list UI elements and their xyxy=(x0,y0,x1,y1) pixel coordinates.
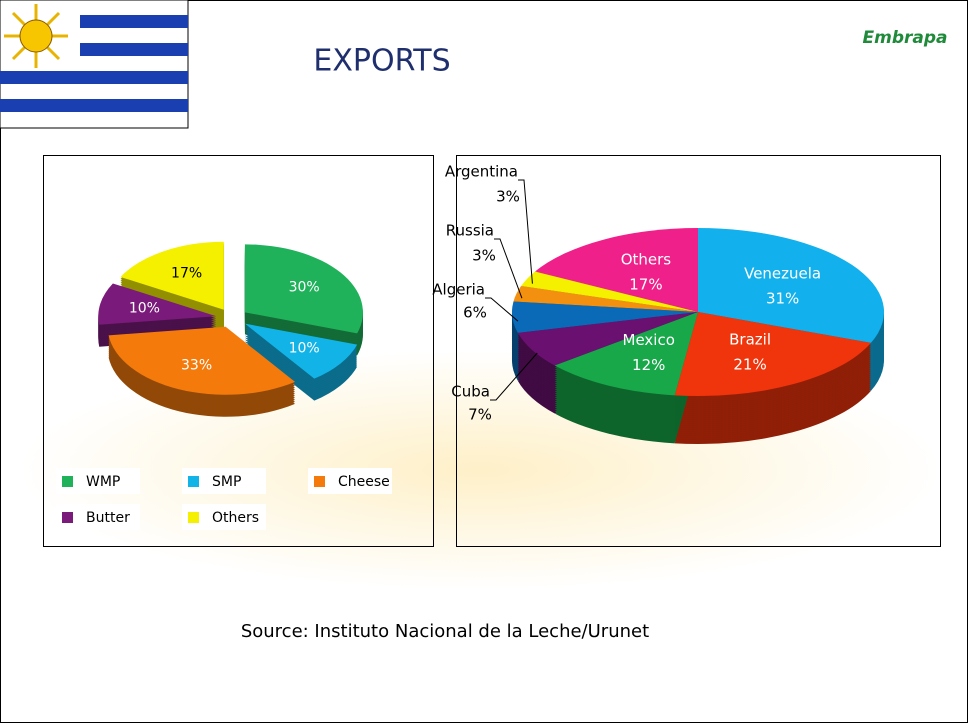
data-label: 6% xyxy=(463,304,487,322)
slice xyxy=(674,312,871,396)
slice xyxy=(512,301,698,333)
chart-frame xyxy=(456,155,941,547)
data-label: 10% xyxy=(289,340,320,356)
category-label: Brazil xyxy=(729,330,771,348)
pie: Venezuela 31% Brazil 21% Mexico 12% Cuba 7% Alge… xyxy=(432,163,884,444)
data-label: 3% xyxy=(496,188,520,206)
flag xyxy=(0,0,189,129)
slice xyxy=(244,244,363,334)
legend-label: WMP xyxy=(86,474,120,490)
data-label: 30% xyxy=(289,280,320,296)
category-label: Russia xyxy=(446,222,494,240)
legend-label: SMP xyxy=(212,474,241,490)
slice xyxy=(521,271,698,312)
slice xyxy=(244,323,358,379)
slice xyxy=(698,228,884,343)
slice xyxy=(120,241,224,310)
source: Source: Instituto Nacional de la Leche/U… xyxy=(241,621,649,642)
leader-line xyxy=(494,238,523,299)
category-label: Others xyxy=(621,251,672,269)
category-label: Argentina xyxy=(445,163,518,181)
category-label: Venezuela xyxy=(744,265,821,283)
category-label: Cuba xyxy=(451,383,490,401)
slide-title: EXPORTS xyxy=(313,44,450,79)
data-label: 3% xyxy=(472,247,496,265)
slice xyxy=(517,312,698,366)
category-label: Mexico xyxy=(623,331,675,349)
category-label: Algeria xyxy=(432,281,485,299)
data-label: 10% xyxy=(129,300,160,316)
chart-frame xyxy=(43,155,434,547)
legend: WMP SMP Cheese Butter Others xyxy=(56,468,392,530)
legend-label: Cheese xyxy=(338,474,390,490)
pie: 30% 10% 33% 10% 17% xyxy=(98,241,363,417)
slice xyxy=(535,228,698,312)
data-label: 33% xyxy=(181,358,212,374)
logo: Embrapa xyxy=(863,28,948,48)
slice xyxy=(554,312,698,396)
data-label: 17% xyxy=(171,265,202,281)
legend-label: Butter xyxy=(86,510,130,526)
leader-line xyxy=(485,297,519,322)
legend-swatch xyxy=(314,476,325,487)
data-label: 21% xyxy=(733,355,766,373)
data-label: 31% xyxy=(766,290,799,308)
data-label: 7% xyxy=(468,406,492,424)
data-label: 12% xyxy=(632,356,665,374)
data-label: 17% xyxy=(629,276,662,294)
leader-line xyxy=(518,179,533,284)
legend-swatch xyxy=(188,476,199,487)
legend-swatch xyxy=(62,476,73,487)
slice xyxy=(98,283,217,325)
legend-label: Others xyxy=(212,510,259,526)
leader-line xyxy=(490,352,538,401)
slice xyxy=(108,326,296,395)
legend-swatch xyxy=(188,512,199,523)
slice xyxy=(513,286,698,312)
legend-swatch xyxy=(62,512,73,523)
